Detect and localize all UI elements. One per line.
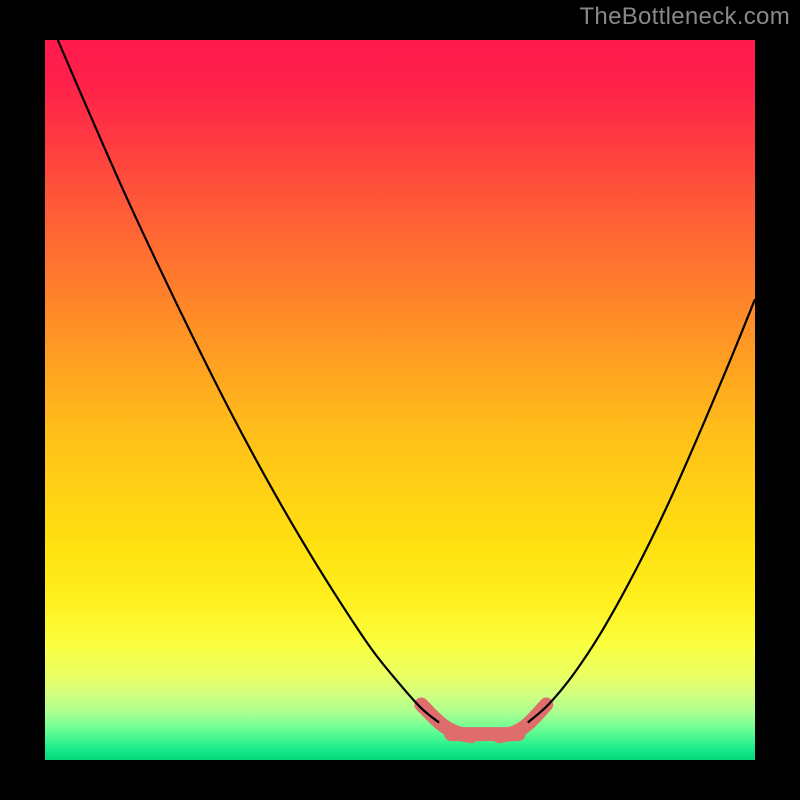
watermark-text: TheBottleneck.com (579, 3, 790, 31)
bottleneck-chart (0, 0, 800, 800)
chart-frame: TheBottleneck.com (0, 0, 800, 800)
gradient-background (45, 40, 755, 760)
